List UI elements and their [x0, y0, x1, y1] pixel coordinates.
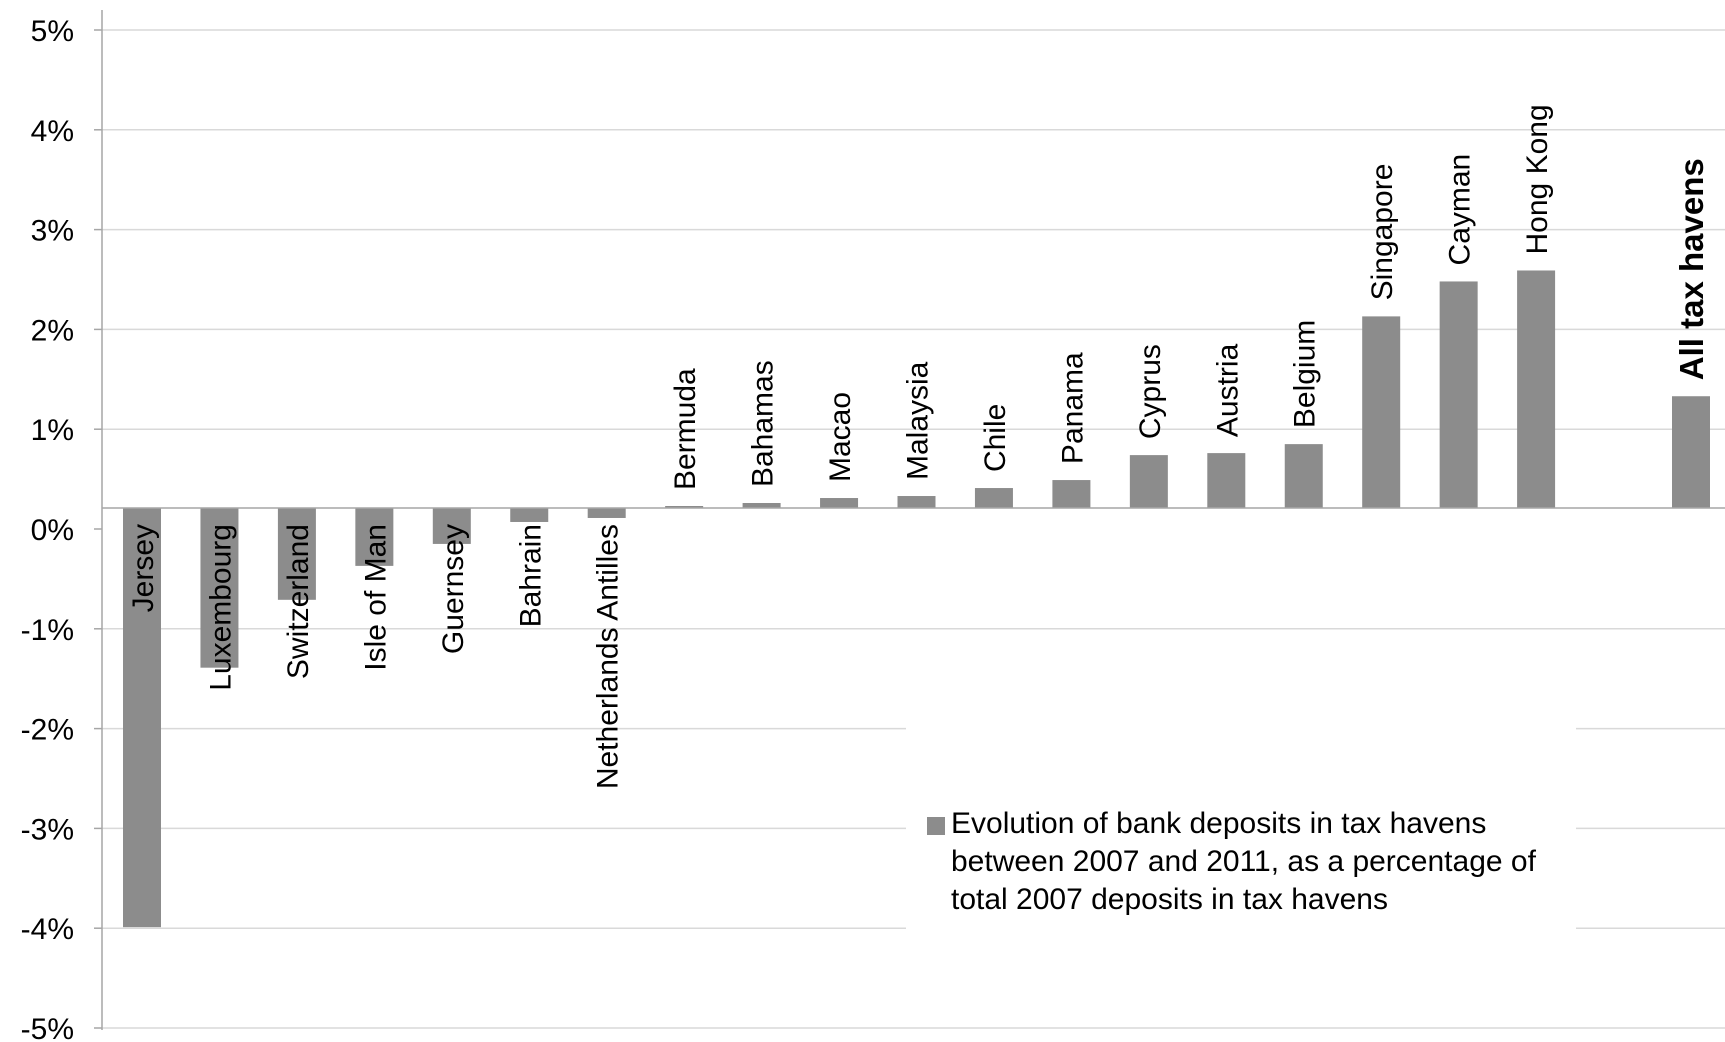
bar [123, 508, 161, 928]
legend-swatch [927, 817, 945, 835]
category-label: Jersey [127, 524, 160, 612]
bar [1052, 480, 1091, 508]
category-label: Macao [824, 392, 857, 482]
y-tick-label: 3% [31, 215, 74, 248]
bar [510, 508, 549, 522]
category-labels: Jersey Luxembourg Switzerland Isle of Man Gu… [127, 104, 1710, 789]
y-tick-label: 0% [31, 514, 74, 547]
bar [1362, 316, 1401, 508]
y-tick-label: -1% [21, 614, 74, 647]
category-label: Cyprus [1134, 344, 1167, 439]
category-label: All tax havens [1673, 158, 1710, 380]
category-label: Austria [1211, 343, 1244, 437]
bar [820, 498, 859, 508]
bars [123, 270, 1710, 928]
bar [1517, 270, 1556, 508]
category-label: Bermuda [669, 368, 702, 490]
bar [587, 508, 626, 518]
category-label: Panama [1056, 352, 1089, 464]
category-label: Bahamas [747, 360, 780, 487]
category-label: Chile [979, 404, 1012, 472]
bar [432, 508, 471, 544]
category-label: Guernsey [437, 524, 470, 654]
category-label: Singapore [1366, 164, 1399, 301]
bar [1129, 455, 1168, 508]
category-label: Netherlands Antilles [592, 524, 625, 789]
legend: Evolution of bank deposits in tax havens… [906, 725, 1576, 930]
category-label: Cayman [1444, 154, 1477, 266]
bar [665, 506, 704, 508]
bar [897, 496, 936, 508]
bar [355, 508, 394, 566]
y-tick-label: 1% [31, 414, 74, 447]
bar [1672, 396, 1710, 508]
category-label: Luxembourg [204, 524, 237, 691]
category-label: Switzerland [282, 524, 315, 679]
y-tick-label: 2% [31, 314, 74, 347]
y-tick-labels: -5% -4% -3% -2% -1% 0% 1% 2% 3% 4% 5% [21, 15, 74, 1042]
bar [1207, 453, 1246, 508]
bar [200, 508, 239, 668]
legend-entry: Evolution of bank deposits in tax havens… [951, 807, 1536, 916]
category-label: Isle of Man [359, 524, 392, 671]
bar [277, 508, 316, 600]
category-label: Malaysia [902, 361, 935, 480]
y-tick-label: 5% [31, 15, 74, 48]
y-tick-label: -5% [21, 1013, 74, 1042]
y-tick-label: -4% [21, 913, 74, 946]
bar [1439, 281, 1478, 508]
category-label: Bahrain [514, 524, 547, 627]
y-tick-label: -2% [21, 714, 74, 747]
category-label: Belgium [1289, 320, 1322, 428]
axes [101, 10, 1725, 1030]
category-label: Hong Kong [1521, 104, 1554, 254]
bar [1284, 444, 1323, 508]
y-tick-label: 4% [31, 115, 74, 148]
bar [974, 488, 1013, 508]
y-tick-label: -3% [21, 813, 74, 846]
bar [742, 503, 781, 508]
